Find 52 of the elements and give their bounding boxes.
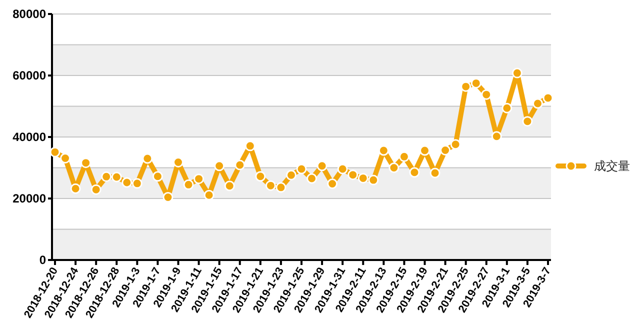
point	[327, 178, 338, 189]
point	[388, 162, 400, 173]
point	[522, 116, 533, 127]
y-tick-label: 40000	[12, 130, 46, 144]
point	[90, 184, 102, 195]
point	[111, 172, 122, 182]
point	[378, 145, 389, 156]
point	[542, 92, 554, 104]
y-tick-label: 60000	[12, 68, 46, 82]
point	[296, 164, 307, 174]
point	[460, 81, 472, 92]
point	[532, 98, 543, 109]
point	[204, 190, 214, 200]
y-tick-label: 80000	[12, 7, 46, 21]
point	[255, 171, 266, 182]
point	[142, 153, 153, 164]
point	[80, 158, 92, 168]
point	[316, 160, 328, 172]
point	[398, 151, 410, 162]
point	[214, 160, 225, 172]
point	[450, 139, 461, 150]
point	[101, 171, 112, 182]
point	[502, 102, 512, 114]
y-tick-label: 0	[39, 253, 46, 267]
point	[512, 68, 522, 78]
point	[368, 174, 379, 186]
point	[286, 170, 296, 180]
point	[348, 170, 358, 180]
point	[409, 167, 420, 178]
point	[122, 177, 132, 188]
point	[430, 168, 440, 178]
point	[306, 173, 318, 184]
point	[183, 179, 194, 190]
point	[60, 152, 71, 164]
point	[50, 146, 60, 158]
point	[224, 180, 235, 192]
point	[358, 172, 368, 184]
point	[244, 140, 256, 152]
point	[152, 171, 163, 182]
point	[234, 160, 246, 170]
point	[491, 131, 502, 142]
point	[337, 164, 348, 174]
point	[420, 145, 430, 156]
point	[440, 144, 451, 156]
point	[276, 182, 286, 193]
legend-label: 成交量	[594, 159, 630, 173]
point	[132, 178, 142, 189]
point	[265, 180, 276, 191]
y-tick-label: 20000	[12, 192, 46, 206]
point	[481, 89, 492, 100]
point	[194, 174, 204, 184]
point	[70, 183, 81, 194]
